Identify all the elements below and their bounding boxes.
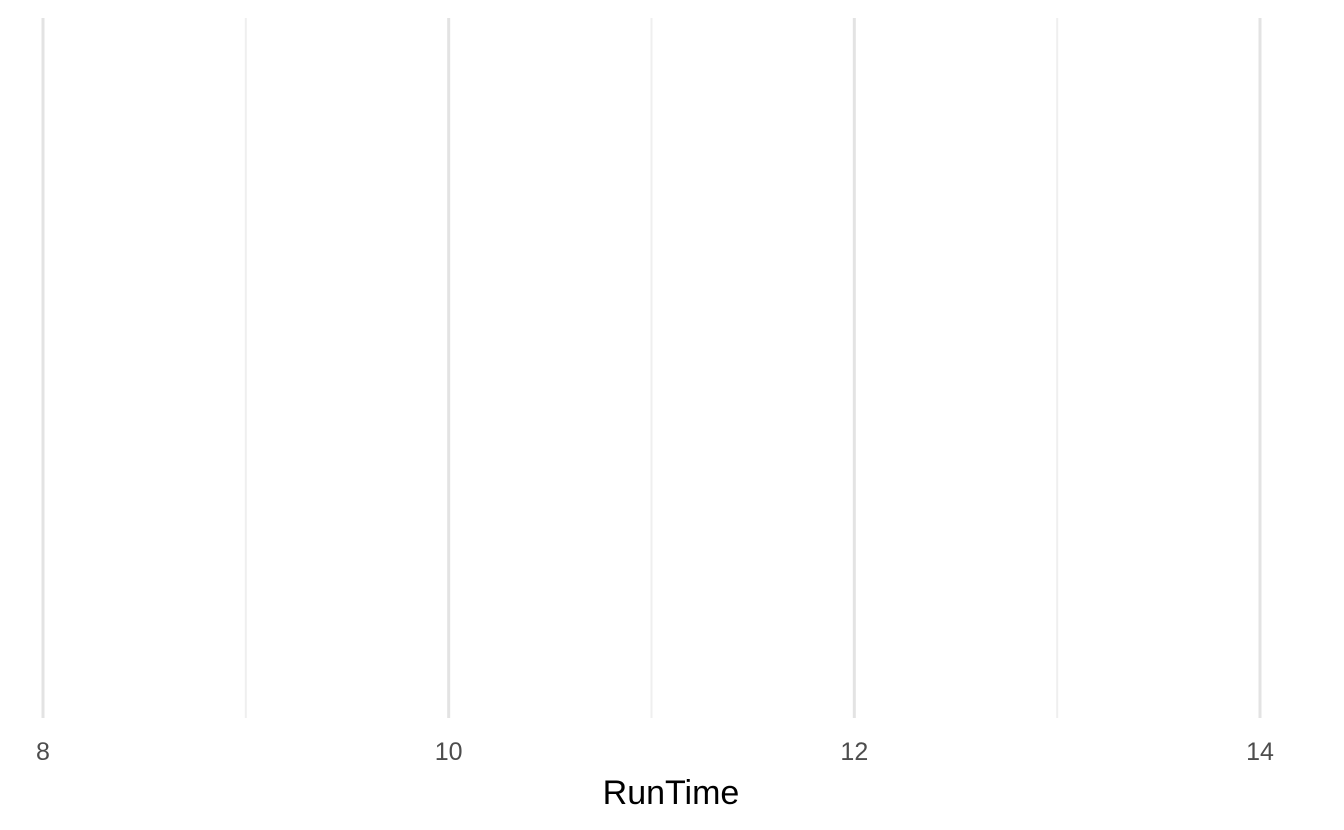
x-tick-label: 8 bbox=[36, 738, 50, 766]
minor-grid bbox=[244, 18, 1059, 718]
major-grid bbox=[41, 18, 1262, 718]
x-axis-title: RunTime bbox=[603, 774, 740, 812]
x-tick-label: 12 bbox=[840, 738, 868, 766]
x-tick-label: 14 bbox=[1246, 738, 1274, 766]
x-tick-labels: 8 10 12 14 bbox=[36, 738, 1274, 766]
x-tick-label: 10 bbox=[435, 738, 463, 766]
